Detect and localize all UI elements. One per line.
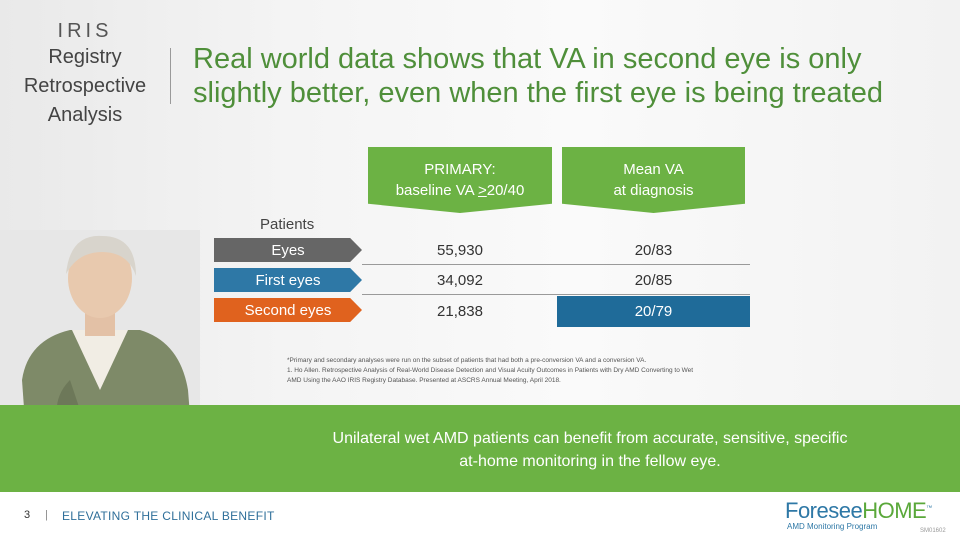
cell-eyes-mean: 20/83	[634, 241, 673, 259]
row-divider	[362, 294, 750, 295]
row-divider	[362, 264, 750, 265]
header-mean-va: Mean VA at diagnosis	[562, 147, 745, 213]
slide-title: Real world data shows that VA in second …	[193, 43, 883, 109]
cell-first-eyes-primary: 34,092	[437, 271, 483, 289]
section-label-line4: Analysis	[47, 104, 123, 126]
section-label-line2: Registry	[48, 46, 122, 68]
header-mean-line1: Mean VA	[623, 161, 684, 178]
logo-tagline: AMD Monitoring Program	[787, 522, 878, 531]
header-primary-baseline-va: PRIMARY: baseline VA >20/40	[368, 147, 552, 213]
section-label-line3: Retrospective	[23, 75, 147, 97]
row-label-second-eyes: Second eyes	[214, 298, 362, 322]
footnote-reference: 1. Ho Allen. Retrospective Analysis of R…	[287, 367, 694, 384]
header-primary-line2: baseline VA >20/40	[395, 182, 525, 199]
logo-wordmark: ForeseeHOME™	[785, 498, 932, 523]
cell-eyes-primary: 55,930	[437, 241, 483, 259]
header-mean-line2: at diagnosis	[613, 182, 694, 199]
section-label-iris: IRIS	[57, 20, 113, 42]
header-primary-line1: PRIMARY:	[424, 161, 496, 178]
document-code: SM01602	[920, 528, 946, 534]
key-message-banner	[0, 405, 960, 492]
footer-separator: |	[45, 509, 48, 521]
footer-bar	[0, 492, 960, 540]
footnote-asterisk: *Primary and secondary analyses were run…	[287, 357, 647, 364]
cell-first-eyes-mean: 20/85	[634, 271, 673, 289]
vertical-divider	[170, 48, 171, 104]
cell-second-eyes-mean: 20/79	[634, 302, 673, 320]
page-number: 3	[24, 509, 31, 521]
highlight-cell-background	[557, 296, 750, 327]
footnote: *Primary and secondary analyses were run…	[287, 356, 707, 386]
row-label-eyes: Eyes	[214, 238, 362, 262]
row-label-first-eyes: First eyes	[214, 268, 362, 292]
cell-second-eyes-primary: 21,838	[437, 302, 483, 320]
foreseehome-logo: ForeseeHOME™ AMD Monitoring Program	[785, 498, 932, 531]
footer-title: ELEVATING THE CLINICAL BENEFIT	[62, 509, 275, 523]
key-message-text: Unilateral wet AMD patients can benefit …	[332, 430, 848, 470]
section-label: IRIS Registry Retrospective Analysis	[0, 20, 170, 130]
patients-label: Patients	[260, 216, 315, 233]
